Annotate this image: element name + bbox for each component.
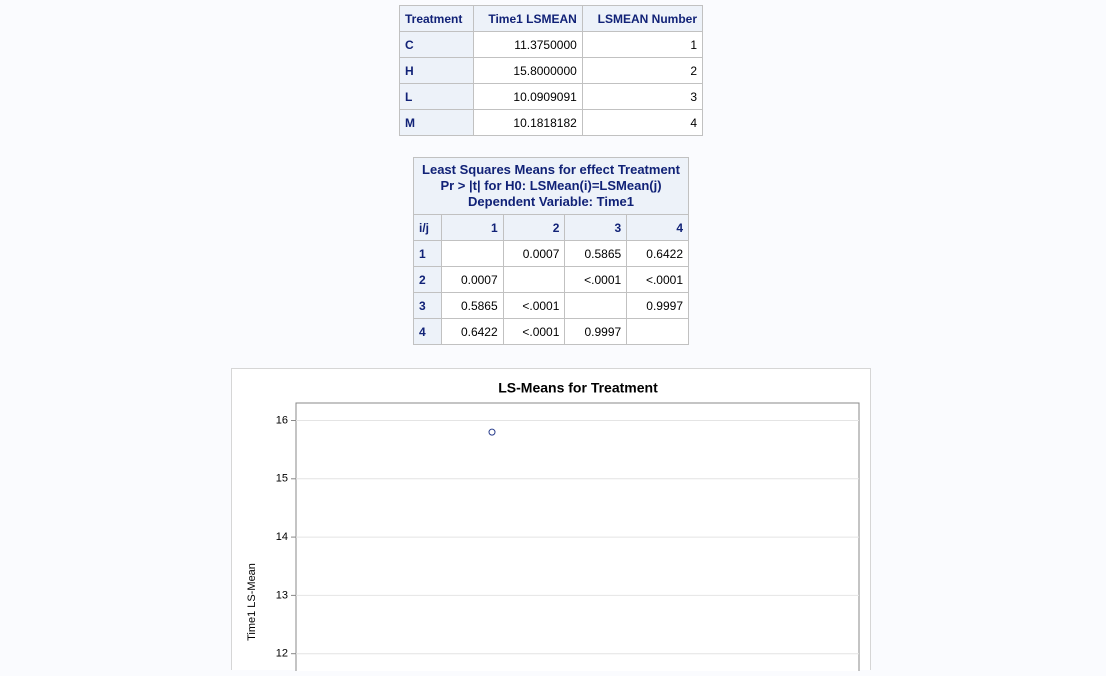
cell: 0.9997 bbox=[564, 318, 628, 345]
cell: 10.0909091 bbox=[473, 83, 583, 110]
cell: H bbox=[398, 57, 475, 84]
cell: 3 bbox=[413, 292, 442, 319]
cell: <.0001 bbox=[626, 266, 689, 293]
table-row: L 10.0909091 3 bbox=[398, 83, 704, 110]
cell: 15.8000000 bbox=[473, 57, 583, 84]
cell: 10.1818182 bbox=[473, 109, 583, 136]
cell: L bbox=[398, 83, 475, 110]
chart-panel: LS-Means for Treatment Time1 LS-Mean 12 1… bbox=[231, 368, 871, 676]
cell: 2 bbox=[413, 266, 442, 293]
lsmean-table: Treatment Time1 LSMEAN LSMEAN Number C 11.37… bbox=[398, 5, 704, 136]
cell: 0.0007 bbox=[502, 240, 566, 267]
column-header: 4 bbox=[626, 214, 689, 241]
pvalue-table: Least Squares Means for effect Treatment… bbox=[413, 157, 689, 345]
y-tick-label: 16 bbox=[276, 414, 288, 426]
cell: <.0001 bbox=[564, 266, 628, 293]
cell: 0.5865 bbox=[440, 292, 504, 319]
header-row: i/j 1 2 3 4 bbox=[413, 214, 689, 241]
cell: M bbox=[398, 109, 475, 136]
chart: LS-Means for Treatment Time1 LS-Mean 12 1… bbox=[246, 380, 860, 676]
cell: 4 bbox=[413, 318, 442, 345]
y-tick-label: 13 bbox=[276, 589, 288, 601]
column-header: i/j bbox=[413, 214, 442, 241]
table-row: 4 0.6422 <.0001 0.9997 bbox=[413, 318, 689, 345]
cell: C bbox=[398, 31, 475, 58]
cell: <.0001 bbox=[502, 318, 566, 345]
plot-area bbox=[295, 402, 860, 676]
cell: 0.9997 bbox=[626, 292, 689, 319]
table-row: 3 0.5865 <.0001 0.9997 bbox=[413, 292, 689, 319]
table-row: M 10.1818182 4 bbox=[398, 109, 704, 136]
cell: 2 bbox=[581, 57, 704, 84]
column-header: Treatment bbox=[398, 5, 475, 32]
cell: 0.6422 bbox=[440, 318, 504, 345]
column-header: LSMEAN Number bbox=[581, 5, 704, 32]
column-header: 3 bbox=[564, 214, 628, 241]
title-line: Dependent Variable: Time1 bbox=[468, 194, 634, 209]
column-header: Time1 LSMEAN bbox=[473, 5, 583, 32]
title-row: Least Squares Means for effect Treatment… bbox=[413, 157, 689, 215]
table-row: 2 0.0007 <.0001 <.0001 bbox=[413, 266, 689, 293]
cell: 1 bbox=[581, 31, 704, 58]
cell bbox=[626, 318, 689, 345]
cell bbox=[564, 292, 628, 319]
y-tick-label: 14 bbox=[276, 531, 288, 543]
y-tick-label: 12 bbox=[276, 648, 288, 660]
header-row: Treatment Time1 LSMEAN LSMEAN Number bbox=[398, 5, 704, 32]
title-line: Least Squares Means for effect Treatment bbox=[422, 162, 680, 177]
cell: 0.6422 bbox=[626, 240, 689, 267]
table-row: H 15.8000000 2 bbox=[398, 57, 704, 84]
cell: 4 bbox=[581, 109, 704, 136]
cell bbox=[440, 240, 504, 267]
point bbox=[488, 428, 496, 436]
table-title: Least Squares Means for effect Treatment… bbox=[413, 157, 689, 215]
title-line: Pr > |t| for H0: LSMean(i)=LSMean(j) bbox=[440, 178, 662, 193]
cell: 0.0007 bbox=[440, 266, 504, 293]
cell: 11.3750000 bbox=[473, 31, 583, 58]
table-row: C 11.3750000 1 bbox=[398, 31, 704, 58]
column-header: 1 bbox=[440, 214, 504, 241]
cell: <.0001 bbox=[502, 292, 566, 319]
cell bbox=[502, 266, 566, 293]
column-header: 2 bbox=[502, 214, 566, 241]
chart-title: LS-Means for Treatment bbox=[498, 380, 658, 396]
cell: 3 bbox=[581, 83, 704, 110]
cell: 1 bbox=[413, 240, 442, 267]
cell: 0.5865 bbox=[564, 240, 628, 267]
y-axis-label: Time1 LS-Mean bbox=[246, 563, 258, 641]
y-tick-label: 15 bbox=[276, 473, 288, 485]
table-row: 1 0.0007 0.5865 0.6422 bbox=[413, 240, 689, 267]
